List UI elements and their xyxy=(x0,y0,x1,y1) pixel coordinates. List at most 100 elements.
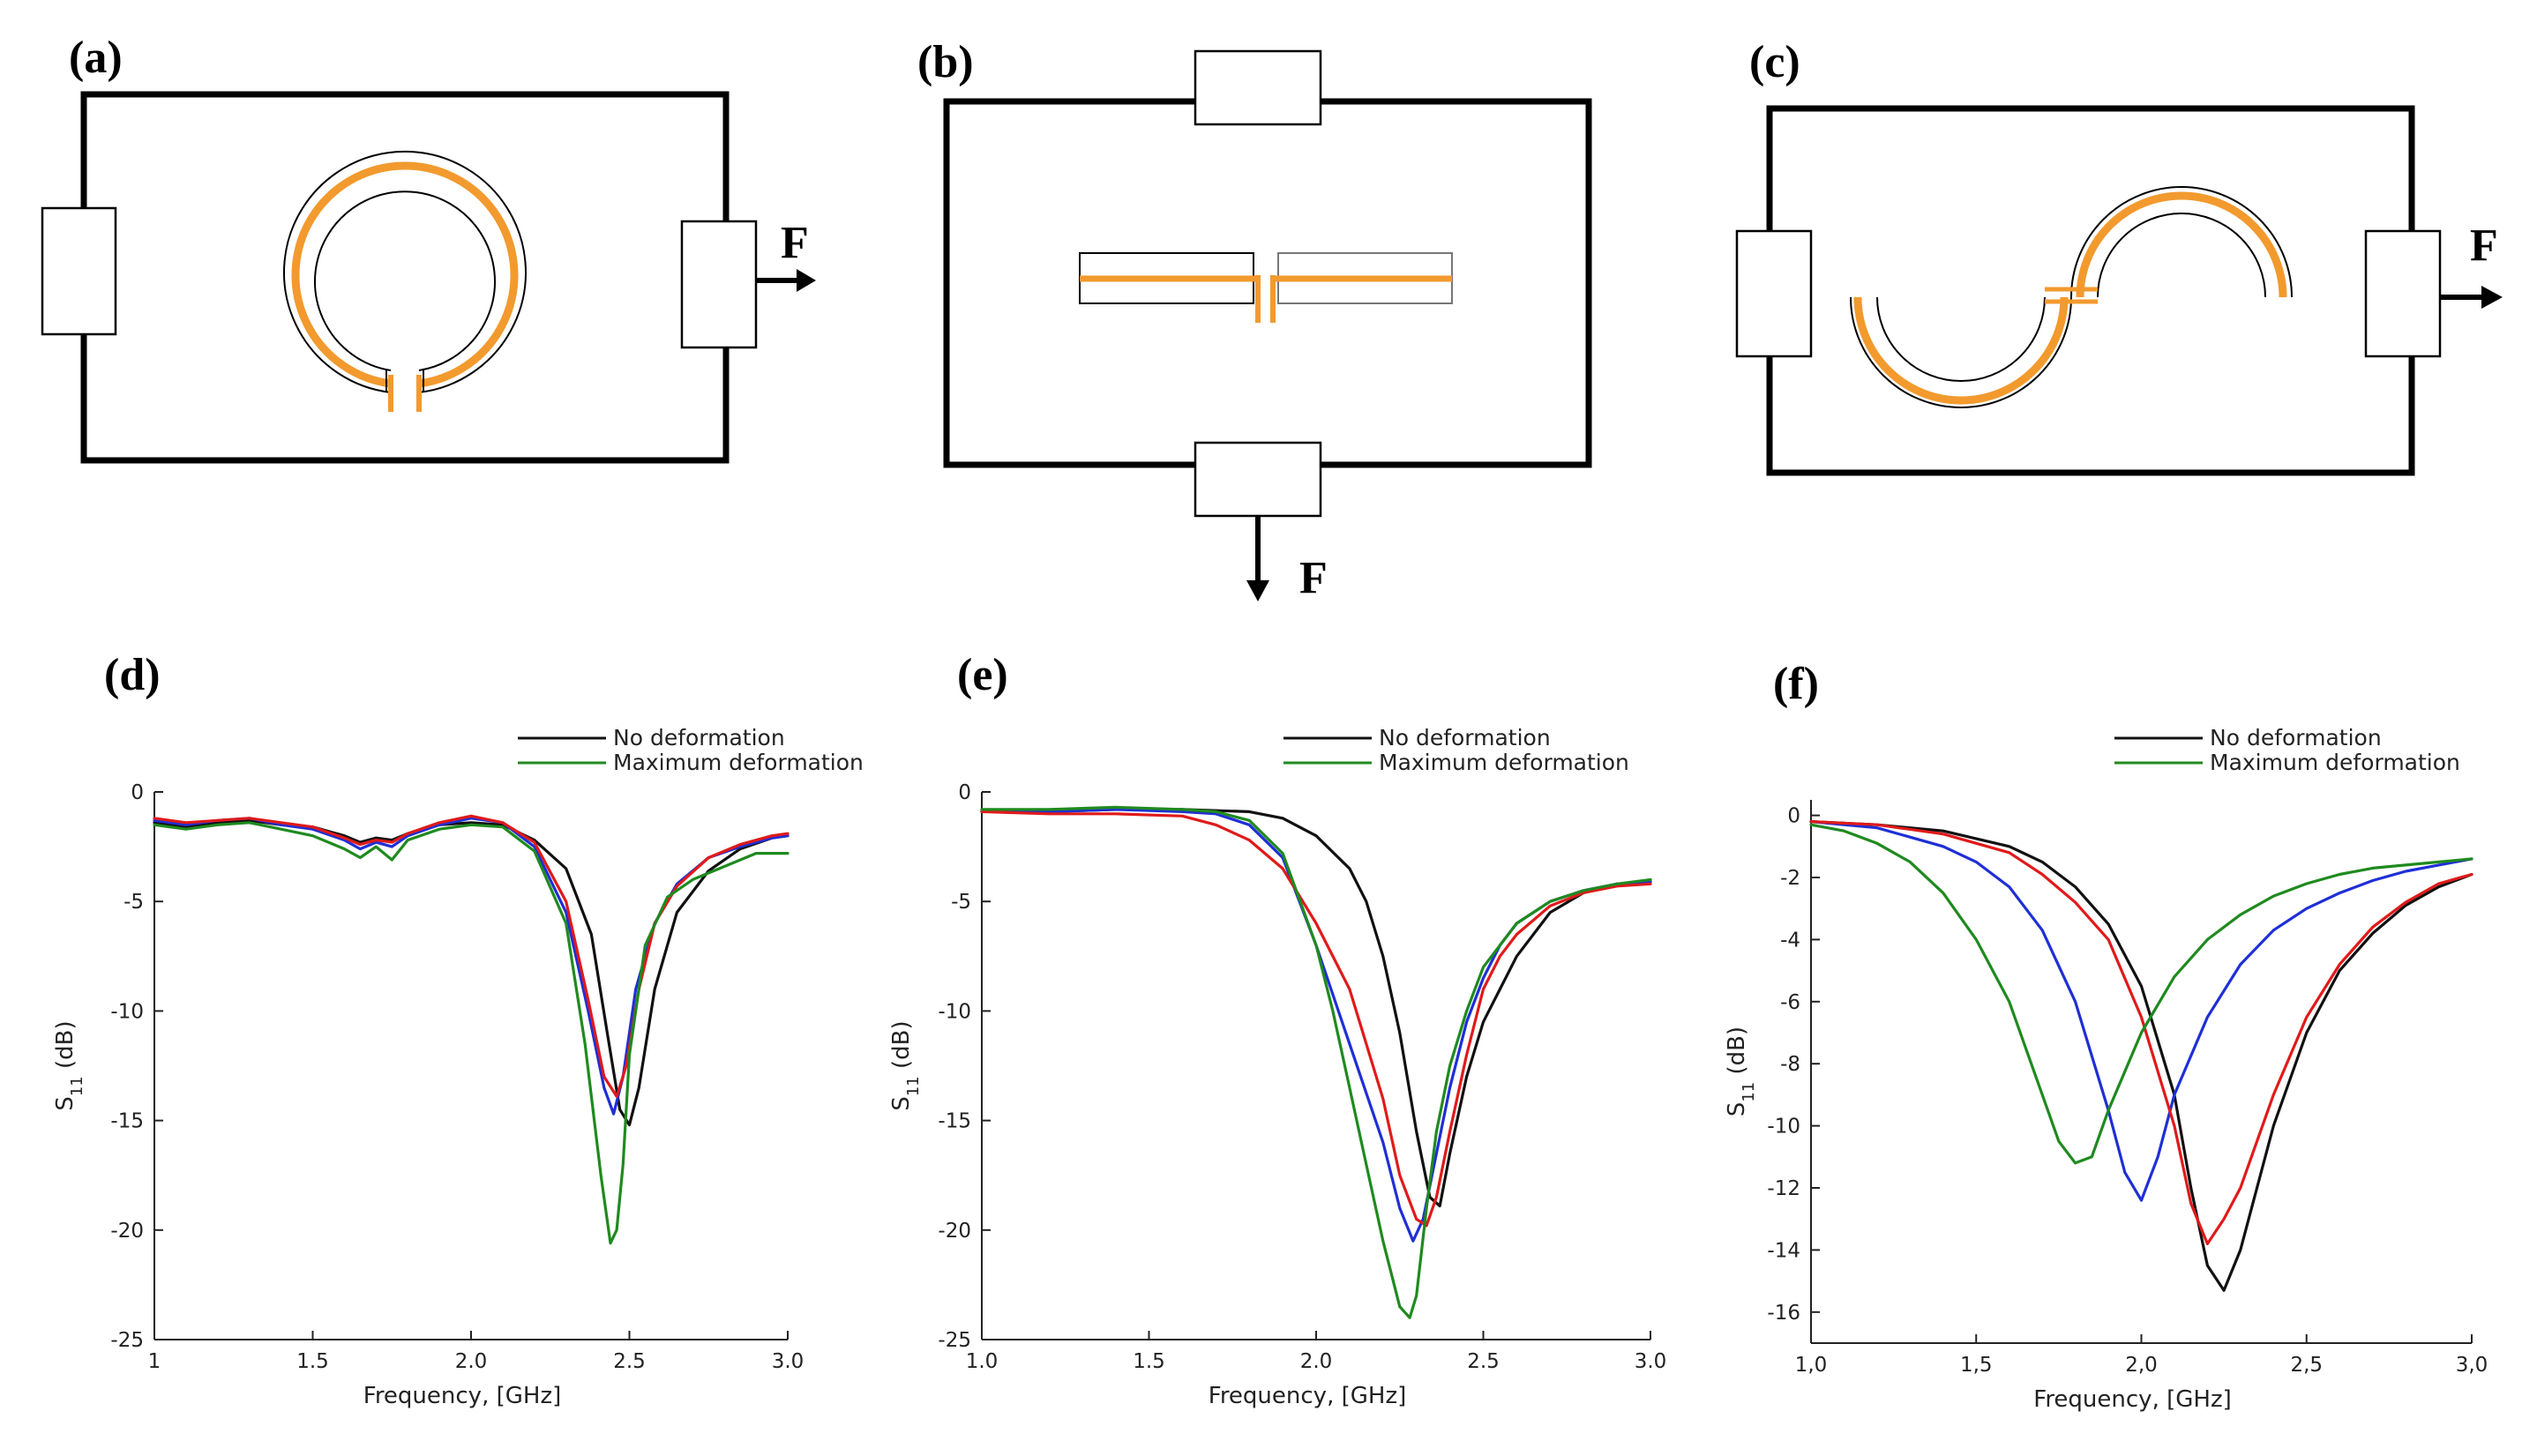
right-clamp-a xyxy=(680,220,758,349)
y-axis-label-subscript: 11 xyxy=(1740,1082,1758,1102)
y-tick-label: -12 xyxy=(1767,1177,1800,1200)
legend-label: Maximum deformation xyxy=(1379,750,1629,775)
series-line-2 xyxy=(1809,819,2473,1202)
series-line-4 xyxy=(153,821,790,1245)
y-tick-label: -10 xyxy=(1767,1116,1800,1139)
force-label-b: F xyxy=(1299,553,1328,603)
force-label-c: F xyxy=(2470,220,2498,271)
diagram-a: (a) F xyxy=(41,33,816,464)
y-tick-label: -4 xyxy=(1780,929,1800,952)
antenna-upper-arc xyxy=(2076,191,2287,298)
legend-label: No deformation xyxy=(1379,725,1551,750)
x-tick-label: 1.5 xyxy=(1133,1350,1165,1373)
x-tick-label: 1 xyxy=(148,1350,161,1373)
top-clamp-b xyxy=(1194,49,1322,126)
y-axis-label: S11 (dB) xyxy=(1724,1027,1758,1116)
legend-label: No deformation xyxy=(2210,725,2382,750)
ring-antenna-arm xyxy=(291,161,519,388)
legend-label: No deformation xyxy=(613,725,785,750)
y-axis-label-main: S xyxy=(1724,1102,1750,1117)
legend-label: Maximum deformation xyxy=(2210,750,2460,775)
panel-label-b: (b) xyxy=(917,37,974,87)
y-axis-label-subscript: 11 xyxy=(904,1076,923,1096)
x-tick-label: 2.5 xyxy=(1467,1350,1500,1373)
y-axis-label-unit: (dB) xyxy=(52,1020,79,1076)
antenna-lower-arc xyxy=(1853,296,2069,405)
substrate-upper-outer-c xyxy=(2070,186,2293,298)
y-axis-label: S11 (dB) xyxy=(888,1020,923,1110)
series-line-1 xyxy=(1809,819,2473,1292)
series-line-3 xyxy=(980,810,1652,1228)
force-arrow-head-c xyxy=(2481,286,2503,309)
chart-e: (e) 1.0 1.5 2.0 2.5 3.0 0 -5 -10 -15 -20 -25 Freque… xyxy=(888,650,1666,1409)
force-arrow-head-a xyxy=(797,269,816,292)
x-tick-label: 3,0 xyxy=(2456,1354,2488,1377)
y-axis-label-subscript: 11 xyxy=(68,1076,86,1096)
y-axis-label-unit: (dB) xyxy=(888,1020,915,1076)
series-line-1 xyxy=(153,818,790,1127)
series-line-4 xyxy=(1809,823,2473,1165)
y-tick-label: -5 xyxy=(951,891,971,914)
x-tick-label: 2.0 xyxy=(1300,1350,1333,1373)
panel-label-e: (e) xyxy=(957,650,1008,700)
y-axis-label-unit: (dB) xyxy=(1724,1027,1750,1082)
force-label-a: F xyxy=(781,218,809,268)
y-tick-label: -10 xyxy=(110,1000,144,1023)
substrate-upper-inner-c xyxy=(2097,213,2266,298)
bottom-clamp-b xyxy=(1194,441,1322,518)
panel-label-d: (d) xyxy=(104,650,161,700)
panel-label-f: (f) xyxy=(1773,659,1819,709)
substrate-lower-outer-c xyxy=(1850,296,2072,408)
y-axis-label-main: S xyxy=(52,1096,79,1111)
diagram-c: (c) F xyxy=(1735,37,2503,476)
series-line-2 xyxy=(980,808,1652,1243)
x-tick-label: 2,0 xyxy=(2125,1354,2158,1377)
substrate-outer-ring-a xyxy=(283,151,527,393)
x-tick-label: 3.0 xyxy=(772,1350,804,1373)
series-line-2 xyxy=(153,817,790,1116)
left-clamp-c xyxy=(1735,229,1813,358)
y-tick-label: -15 xyxy=(110,1110,144,1133)
y-tick-label: -25 xyxy=(938,1329,971,1352)
x-tick-label: 1,5 xyxy=(1960,1354,1993,1377)
y-tick-label: -15 xyxy=(938,1110,971,1133)
series-line-3 xyxy=(153,814,790,1098)
y-tick-label: -25 xyxy=(110,1329,144,1352)
y-tick-label: 0 xyxy=(1787,805,1800,828)
left-clamp-a xyxy=(41,206,117,336)
panel-label-c: (c) xyxy=(1749,37,1800,87)
y-tick-label: -16 xyxy=(1767,1302,1800,1325)
y-axis-label: S11 (dB) xyxy=(52,1020,86,1110)
substrate-inner-ring-a xyxy=(314,190,496,371)
y-tick-label: -2 xyxy=(1780,867,1800,890)
right-clamp-c xyxy=(2364,229,2442,358)
x-tick-label: 3.0 xyxy=(1635,1350,1667,1373)
x-tick-label: 2,5 xyxy=(2290,1354,2323,1377)
panel-label-a: (a) xyxy=(69,33,123,83)
x-tick-label: 1.0 xyxy=(966,1350,999,1373)
x-tick-label: 1,0 xyxy=(1795,1354,1828,1377)
y-tick-label: -10 xyxy=(938,1000,971,1023)
series-line-4 xyxy=(980,805,1652,1319)
series-line-3 xyxy=(1809,819,2473,1246)
y-tick-label: 0 xyxy=(958,781,971,804)
force-arrow-head-b xyxy=(1246,580,1269,601)
y-tick-label: -6 xyxy=(1780,991,1800,1014)
y-tick-label: -20 xyxy=(110,1220,144,1243)
x-axis-label: Frequency, [GHz] xyxy=(363,1383,561,1409)
x-tick-label: 1.5 xyxy=(296,1350,329,1373)
frame-a xyxy=(80,91,730,464)
x-axis-label: Frequency, [GHz] xyxy=(1209,1383,1406,1409)
series-line-1 xyxy=(980,808,1652,1208)
y-tick-label: -8 xyxy=(1780,1053,1800,1076)
frame-b xyxy=(943,98,1592,468)
y-axis-label-main: S xyxy=(888,1096,915,1111)
legend-label: Maximum deformation xyxy=(613,750,864,775)
chart-d: (d) 1 1.5 2.0 2.5 3.0 0 -5 -10 -15 -20 -25 Frequenc… xyxy=(52,650,864,1409)
y-tick-label: 0 xyxy=(131,781,144,804)
y-tick-label: -14 xyxy=(1767,1239,1800,1262)
x-tick-label: 2.0 xyxy=(455,1350,488,1373)
diagram-b: (b) F xyxy=(917,37,1592,603)
x-tick-label: 2.5 xyxy=(613,1350,646,1373)
